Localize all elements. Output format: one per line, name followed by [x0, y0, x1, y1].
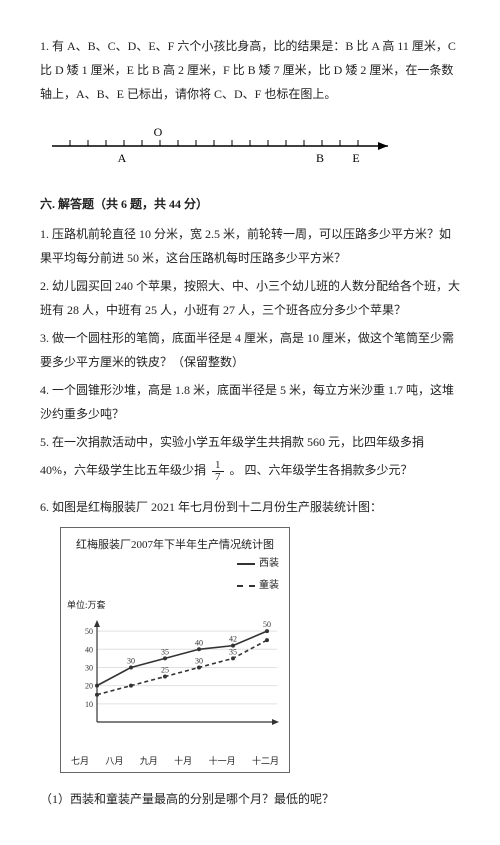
sub-question-1: （1）西装和童装产量最高的分别是哪个月？最低的呢？ [40, 787, 460, 811]
svg-text:40: 40 [85, 645, 93, 654]
svg-text:30: 30 [195, 656, 203, 665]
legend-item: 童装 [237, 576, 279, 596]
q1-text: 1. 有 A、B、C、D、E、F 六个小孩比身高，比的结果是：B 比 A 高 1… [40, 34, 460, 106]
problem-6: 6. 如图是红梅服装厂 2021 年七月份到十二月份生产服装统计图： [40, 495, 460, 519]
x-label: 九月 [140, 752, 158, 770]
svg-text:30: 30 [85, 663, 93, 672]
x-label: 八月 [105, 752, 123, 770]
x-label: 七月 [71, 752, 89, 770]
problem-5-line1: 5. 在一次捐款活动中，实验小学五年级学生共捐款 560 元，比四年级多捐 [40, 430, 460, 454]
x-label: 十月 [174, 752, 192, 770]
svg-text:30: 30 [127, 656, 135, 665]
fraction-1-7: 1 7 [212, 460, 224, 483]
fraction-numerator: 1 [212, 460, 224, 472]
legend-item: 西装 [237, 554, 279, 574]
svg-text:35: 35 [229, 647, 237, 656]
problem-3: 3. 做一个圆柱形的笔筒，底面半径是 4 厘米，高是 10 厘米，做这个笔筒至少… [40, 326, 460, 374]
chart-unit-label: 单位:万套 [67, 596, 283, 614]
svg-text:25: 25 [161, 665, 169, 674]
svg-text:40: 40 [195, 638, 203, 647]
chart-svg: 10 20 30 40 50 30 35 40 42 50 25 30 35 [67, 614, 283, 744]
problem-5-line2: 40%，六年级学生比五年级少捐 1 7 。 四、六年级学生各捐款多少元？ [40, 458, 460, 483]
svg-text:E: E [352, 151, 359, 165]
svg-text:50: 50 [85, 627, 93, 636]
legend-swatch [237, 563, 255, 565]
number-line: O A B E [40, 116, 460, 178]
chart-container: 红梅服装厂2007年下半年生产情况统计图 西装童装 单位:万套 10 20 30 40… [60, 527, 290, 773]
x-label: 十二月 [252, 752, 279, 770]
svg-text:O: O [154, 125, 163, 139]
number-line-svg: O A B E [40, 116, 400, 170]
svg-text:B: B [316, 151, 324, 165]
section6-title: 六. 解答题（共 6 题，共 44 分） [40, 192, 460, 216]
problem-4: 4. 一个圆锥形沙堆，高是 1.8 米，底面半径是 5 米，每立方米沙重 1.7… [40, 378, 460, 426]
problem-5-part3: 。 四、六年级学生各捐款多少元？ [230, 463, 413, 477]
problem-2: 2. 幼儿园买回 240 个苹果，按照大、中、小三个幼儿班的人数分配给各个班，大… [40, 274, 460, 322]
svg-text:42: 42 [229, 634, 237, 643]
legend-label: 童装 [259, 576, 279, 596]
svg-text:20: 20 [85, 681, 93, 690]
legend-swatch [237, 585, 255, 587]
legend-label: 西装 [259, 554, 279, 574]
problem-1: 1. 压路机前轮直径 10 分米，宽 2.5 米，前轮转一周，可以压路多少平方米… [40, 222, 460, 270]
problem-5-part2: 40%，六年级学生比五年级少捐 [40, 463, 206, 477]
svg-text:10: 10 [85, 700, 93, 709]
svg-text:35: 35 [161, 647, 169, 656]
chart-x-labels: 七月八月九月十月十一月十二月 [67, 752, 283, 770]
svg-text:A: A [118, 151, 127, 165]
chart-legend: 西装童装 [67, 554, 279, 596]
x-label: 十一月 [209, 752, 236, 770]
svg-text:50: 50 [263, 620, 271, 629]
fraction-denominator: 7 [212, 472, 224, 483]
chart-title: 红梅服装厂2007年下半年生产情况统计图 [67, 534, 283, 556]
